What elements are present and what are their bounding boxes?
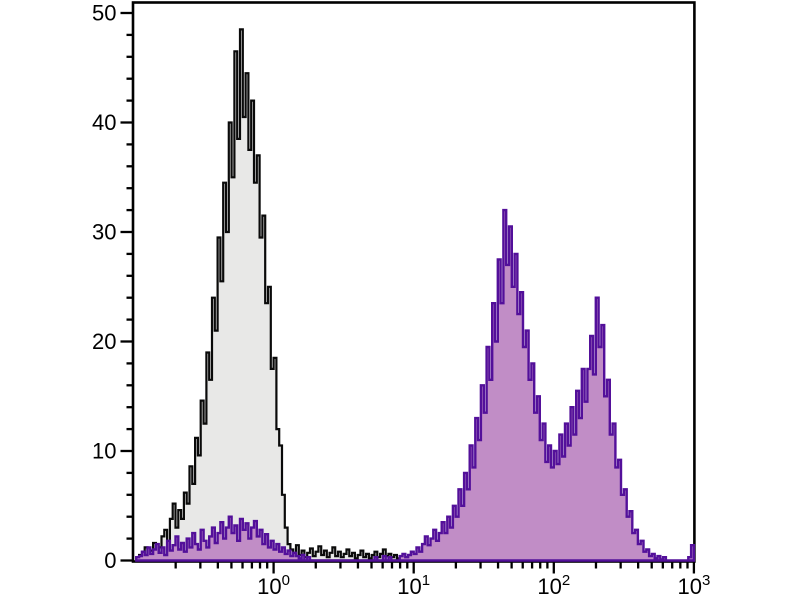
y-axis-tick-label: 0 (104, 548, 116, 573)
x-axis-tick-exponent: 2 (562, 572, 570, 589)
x-axis-tick-label: 103 (677, 572, 710, 599)
y-axis-tick-label: 20 (92, 329, 116, 354)
x-axis-tick-exponent: 1 (422, 572, 430, 589)
y-axis-tick-label: 10 (92, 439, 116, 464)
x-axis-tick-label: 100 (257, 572, 290, 599)
histogram-series-layer (135, 28, 696, 562)
unstained-control-histogram (135, 28, 407, 562)
y-axis-tick-label: 50 (92, 1, 116, 26)
axis-ticks-layer (120, 11, 696, 574)
x-axis-tick-exponent: 0 (282, 572, 290, 589)
x-axis-tick-label: 101 (397, 572, 430, 599)
x-axis-tick-exponent: 3 (702, 572, 710, 589)
y-axis-tick-label: 30 (92, 220, 116, 245)
x-axis-tick-label: 102 (537, 572, 570, 599)
stained-sample-histogram (135, 208, 696, 562)
y-axis-tick-label: 40 (92, 110, 116, 135)
